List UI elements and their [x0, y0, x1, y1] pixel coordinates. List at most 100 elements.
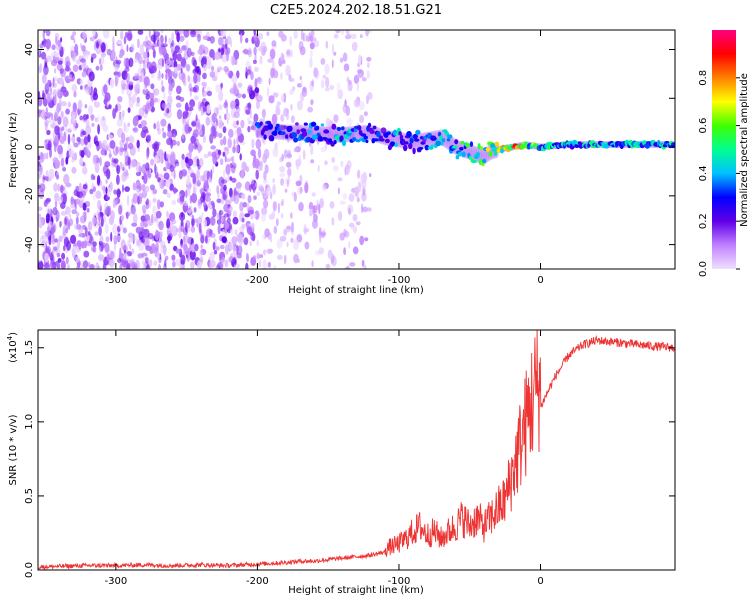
- heatmap-speckle: [346, 117, 353, 127]
- heatmap-speckle: [245, 66, 248, 78]
- heatmap-speckle: [63, 173, 70, 185]
- heatmap-speckle: [101, 185, 106, 191]
- ridge-cell: [457, 151, 463, 157]
- heatmap-speckle: [237, 126, 242, 136]
- heatmap-speckle: [298, 202, 304, 212]
- heatmap-speckle: [116, 164, 121, 175]
- heatmap-speckle: [71, 209, 77, 215]
- heatmap-speckle: [149, 184, 155, 191]
- heatmap-speckle: [206, 186, 211, 193]
- heatmap-speckle: [178, 35, 185, 42]
- heatmap-speckle: [209, 216, 216, 226]
- heatmap-speckle: [143, 237, 150, 248]
- heatmap-speckle: [53, 137, 59, 148]
- heatmap-speckle: [199, 256, 204, 263]
- heatmap-speckle: [137, 115, 142, 120]
- heatmap-speckle: [217, 66, 223, 71]
- heatmap-speckle: [141, 126, 148, 133]
- heatmap-speckle: [206, 170, 211, 180]
- heatmap-speckle: [210, 125, 217, 136]
- heatmap-speckle: [166, 131, 172, 137]
- heatmap-speckle: [45, 107, 48, 116]
- heatmap-speckle: [249, 241, 252, 247]
- ridge-cell: [491, 146, 497, 152]
- heatmap-speckle: [51, 44, 56, 51]
- heatmap-speckle: [311, 80, 314, 87]
- heatmap-speckle: [279, 172, 286, 177]
- heatmap-speckle: [202, 72, 207, 80]
- heatmap-speckle: [201, 55, 207, 64]
- heatmap-speckle: [257, 33, 264, 40]
- heatmap-speckle: [352, 246, 359, 255]
- heatmap-speckle: [171, 199, 177, 206]
- heatmap-speckle: [73, 142, 79, 148]
- heatmap-speckle: [247, 120, 253, 125]
- heatmap-speckle: [290, 49, 293, 58]
- heatmap-speckle: [217, 36, 224, 46]
- heatmap-speckle: [288, 77, 295, 82]
- heatmap-speckle: [313, 213, 318, 223]
- heatmap-speckle: [335, 30, 341, 34]
- heatmap-speckle: [296, 100, 303, 111]
- heatmap-speckle: [152, 212, 156, 224]
- heatmap-speckle: [318, 247, 325, 255]
- heatmap-speckle: [95, 190, 102, 199]
- heatmap-speckle: [52, 224, 56, 233]
- heatmap-speckle: [188, 142, 194, 153]
- heatmap-speckle: [105, 186, 108, 195]
- heatmap-speckle: [290, 115, 295, 123]
- heatmap-speckle: [217, 224, 221, 235]
- ridge-cell: [334, 135, 341, 141]
- heatmap-speckle: [344, 266, 351, 269]
- heatmap-speckle: [108, 104, 112, 110]
- heatmap-speckle: [154, 229, 160, 241]
- colorbar-gradient: [712, 30, 736, 269]
- heatmap-speckle: [302, 86, 307, 93]
- heatmap-speckle: [245, 262, 249, 269]
- spectrogram-x-axis: -300 -200 -100 0: [105, 30, 544, 286]
- heatmap-speckle: [229, 176, 233, 181]
- heatmap-speckle: [172, 50, 178, 61]
- heatmap-speckle: [154, 163, 157, 174]
- ridge-cell: [323, 129, 330, 134]
- heatmap-speckle: [54, 94, 57, 106]
- heatmap-speckle: [280, 178, 285, 186]
- ridge-cell: [493, 151, 498, 157]
- heatmap-speckle: [239, 201, 244, 212]
- heatmap-speckle: [46, 112, 53, 117]
- heatmap-speckle: [241, 217, 245, 223]
- heatmap-speckle: [106, 253, 111, 262]
- colorbar: 0.0 0.2 0.4 0.6 0.8 Normalized spectral ampl…: [698, 30, 750, 277]
- heatmap-speckle: [252, 255, 257, 260]
- heatmap-speckle: [358, 100, 365, 111]
- heatmap-speckle: [52, 129, 56, 141]
- heatmap-speckle: [69, 71, 74, 79]
- heatmap-speckle: [156, 120, 160, 132]
- heatmap-speckle: [185, 179, 192, 185]
- heatmap-speckle: [275, 104, 280, 110]
- heatmap-speckle: [286, 108, 289, 114]
- ridge-cell: [494, 141, 500, 147]
- heatmap-speckle: [183, 243, 188, 253]
- ridge-cell: [452, 145, 458, 149]
- heatmap-speckle: [65, 206, 71, 215]
- ridge-cell: [412, 133, 418, 140]
- heatmap-speckle: [56, 174, 60, 180]
- heatmap-speckle: [142, 59, 146, 65]
- heatmap-speckle: [216, 118, 218, 127]
- heatmap-speckle: [212, 154, 218, 165]
- heatmap-speckle: [285, 65, 291, 77]
- ridge-cell: [280, 131, 286, 135]
- heatmap-speckle: [108, 216, 115, 225]
- ridge-cell: [369, 129, 375, 134]
- ridge-cell: [303, 122, 308, 126]
- heatmap-speckle: [198, 223, 202, 234]
- heatmap-speckle: [93, 42, 97, 51]
- ridge-cell: [482, 158, 487, 164]
- heatmap-speckle: [161, 102, 167, 109]
- heatmap-speckle: [64, 76, 68, 81]
- heatmap-speckle: [77, 138, 81, 145]
- heatmap-speckle: [79, 133, 83, 138]
- heatmap-speckle: [318, 204, 321, 215]
- heatmap-speckle: [83, 84, 90, 92]
